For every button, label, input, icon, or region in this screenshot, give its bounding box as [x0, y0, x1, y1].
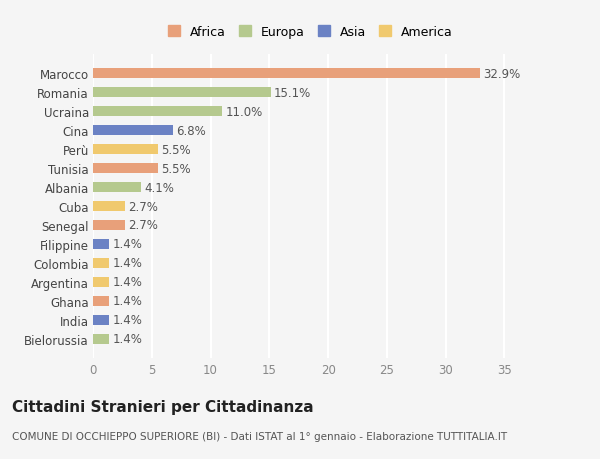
Text: 1.4%: 1.4% — [113, 333, 143, 346]
Text: 11.0%: 11.0% — [226, 106, 263, 118]
Bar — [93, 126, 173, 136]
Text: 2.7%: 2.7% — [128, 219, 158, 232]
Bar — [93, 69, 480, 79]
Bar — [93, 296, 109, 307]
Bar — [93, 163, 158, 174]
Bar — [93, 182, 141, 193]
Text: 1.4%: 1.4% — [113, 276, 143, 289]
Text: 5.5%: 5.5% — [161, 162, 191, 175]
Text: 5.5%: 5.5% — [161, 143, 191, 156]
Text: 1.4%: 1.4% — [113, 295, 143, 308]
Bar — [93, 106, 223, 117]
Text: 1.4%: 1.4% — [113, 313, 143, 327]
Text: Cittadini Stranieri per Cittadinanza: Cittadini Stranieri per Cittadinanza — [12, 399, 314, 414]
Legend: Africa, Europa, Asia, America: Africa, Europa, Asia, America — [164, 22, 457, 42]
Bar — [93, 277, 109, 287]
Bar — [93, 145, 158, 155]
Text: 32.9%: 32.9% — [484, 67, 521, 80]
Bar — [93, 315, 109, 325]
Text: 6.8%: 6.8% — [176, 124, 206, 137]
Bar — [93, 334, 109, 344]
Text: 1.4%: 1.4% — [113, 257, 143, 270]
Bar — [93, 239, 109, 250]
Text: 15.1%: 15.1% — [274, 86, 311, 100]
Bar — [93, 220, 125, 231]
Text: COMUNE DI OCCHIEPPO SUPERIORE (BI) - Dati ISTAT al 1° gennaio - Elaborazione TUT: COMUNE DI OCCHIEPPO SUPERIORE (BI) - Dat… — [12, 431, 507, 442]
Text: 2.7%: 2.7% — [128, 200, 158, 213]
Text: 1.4%: 1.4% — [113, 238, 143, 251]
Bar — [93, 258, 109, 269]
Bar — [93, 88, 271, 98]
Bar — [93, 202, 125, 212]
Text: 4.1%: 4.1% — [145, 181, 175, 194]
